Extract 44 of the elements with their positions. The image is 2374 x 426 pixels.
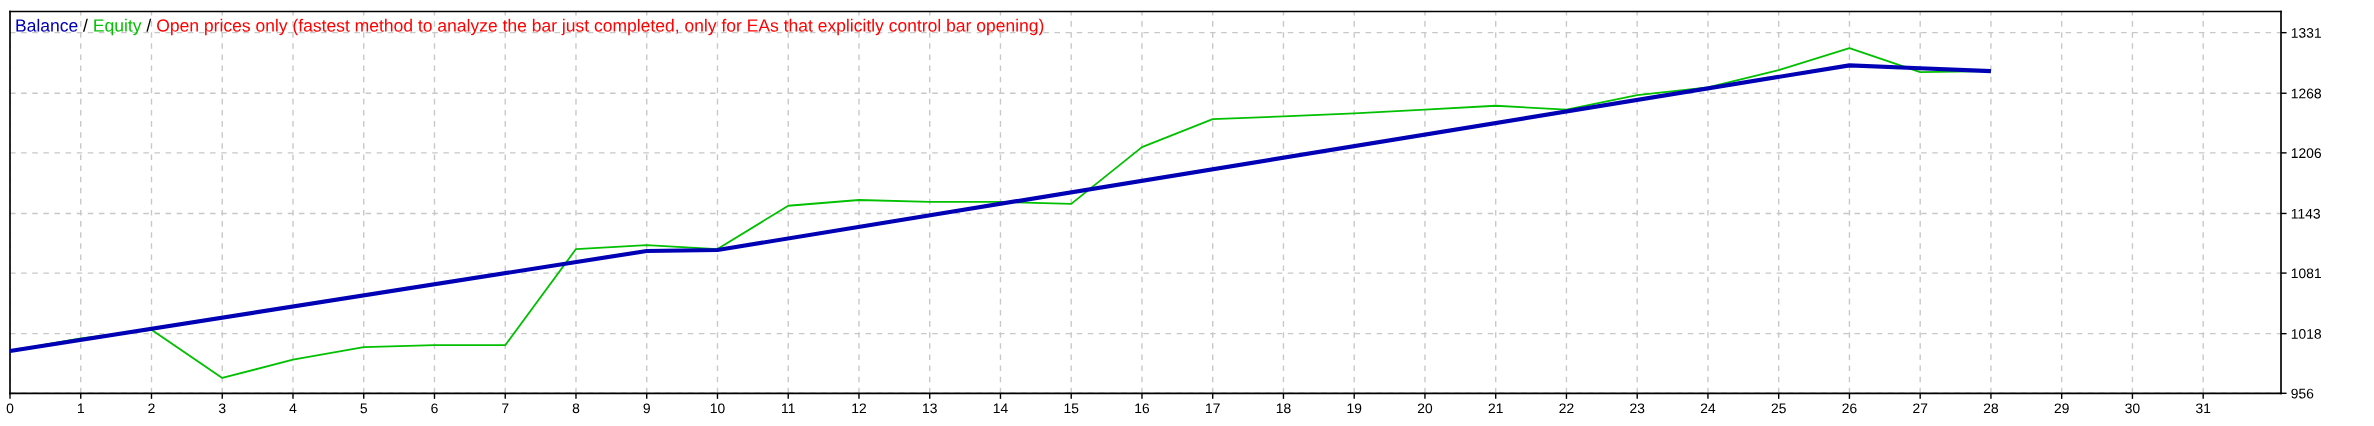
- chart-title: Open prices only (fastest method to analyze the bar just completed, only for EAs that explicitly control bar opening): [157, 18, 1044, 36]
- x-tick-label: 10: [710, 403, 725, 414]
- x-tick-label: 25: [1771, 403, 1786, 414]
- annotation: /: [146, 18, 152, 32]
- x-tick-label: 13: [923, 403, 937, 414]
- y-tick-label: 956: [2291, 388, 2314, 399]
- x-tick-label: 24: [1700, 403, 1716, 414]
- x-tick-label: 11: [782, 403, 795, 414]
- x-tick-label: 3: [218, 403, 226, 414]
- x-tick-label: 20: [1417, 403, 1433, 414]
- x-tick-label: 27: [1913, 403, 1928, 414]
- x-tick-label: 12: [852, 403, 866, 414]
- x-tick-label: 31: [2195, 403, 2211, 414]
- x-tick-label: 30: [2125, 403, 2140, 414]
- x-tick-label: 29: [2054, 403, 2069, 414]
- x-tick-label: 9: [643, 403, 650, 414]
- x-tick-label: 8: [572, 403, 580, 414]
- x-tick-label: 1: [77, 403, 84, 414]
- x-tick-label: 26: [1842, 403, 1857, 414]
- x-tick-label: 15: [1064, 403, 1079, 414]
- y-tick-label: 1268: [2291, 88, 2322, 99]
- text: Balance: [16, 18, 78, 32]
- x-tick-label: 19: [1347, 403, 1362, 414]
- x-tick-label: 17: [1206, 403, 1220, 414]
- x-tick-label: 5: [360, 403, 368, 414]
- x-tick-label: 18: [1276, 403, 1291, 414]
- annotation: /: [83, 18, 88, 32]
- x-tick-label: 21: [1488, 403, 1503, 414]
- x-tick-label: 6: [431, 403, 438, 414]
- y-tick-label: 1206: [2291, 148, 2322, 159]
- x-tick-label: 23: [1630, 403, 1645, 414]
- y-tick-label: 1143: [2291, 208, 2320, 219]
- x-tick-label: 2: [148, 403, 155, 414]
- x-tick-label: 0: [6, 403, 14, 414]
- x-tick-label: 28: [1983, 403, 1999, 414]
- x-tick-label: 16: [1135, 403, 1150, 414]
- y-tick-label: 1018: [2291, 329, 2322, 339]
- x-tick-label: 22: [1559, 403, 1574, 414]
- x-tick-label: 4: [289, 403, 297, 414]
- x-tick-label: 7: [502, 403, 509, 414]
- x-tick-label: 14: [993, 403, 1008, 414]
- text: Equity: [94, 18, 142, 36]
- y-tick-label: 1081: [2291, 268, 2321, 279]
- y-tick-label: 1331: [2291, 27, 2321, 38]
